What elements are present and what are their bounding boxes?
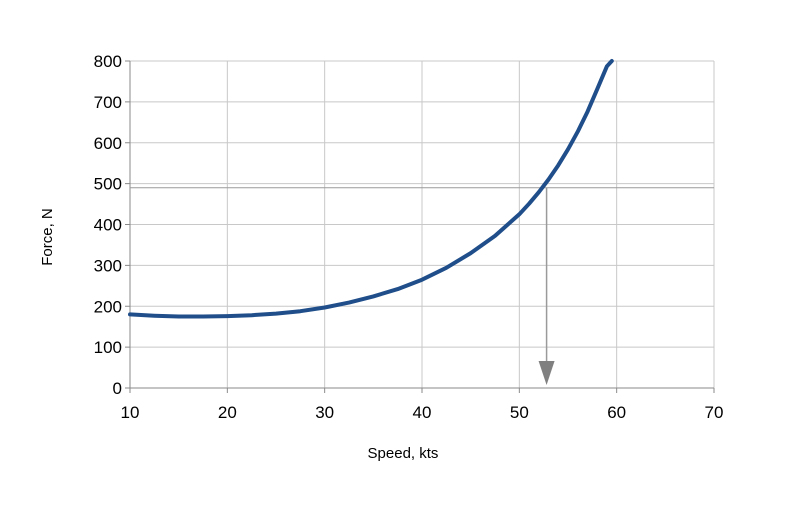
y-tick-label: 300 — [94, 256, 122, 275]
y-tick-label: 700 — [94, 93, 122, 112]
x-tick-label: 10 — [121, 403, 140, 422]
down-arrow-icon — [538, 361, 555, 385]
tick-labels: 0 100 200 300 400 500 600 700 800 10 20 30 40 50 60 70 — [94, 52, 724, 422]
axes — [125, 60, 715, 393]
y-tick-label: 800 — [94, 52, 122, 71]
y-tick-label: 500 — [94, 175, 122, 194]
x-tick-label: 50 — [510, 403, 529, 422]
x-tick-label: 70 — [705, 403, 724, 422]
series-line — [128, 59, 614, 319]
grid-lines — [130, 60, 715, 388]
x-tick-label: 60 — [607, 403, 626, 422]
y-tick-label: 100 — [94, 338, 122, 357]
x-tick-label: 40 — [413, 403, 432, 422]
y-tick-label: 200 — [94, 297, 122, 316]
x-tick-label: 30 — [315, 403, 334, 422]
x-axis-title: Speed, kts — [368, 445, 439, 462]
y-tick-label: 0 — [113, 379, 122, 398]
annotations — [130, 187, 714, 385]
x-tick-label: 20 — [218, 403, 237, 422]
y-tick-label: 400 — [94, 216, 122, 235]
y-tick-label: 600 — [94, 134, 122, 153]
data-series — [128, 59, 614, 319]
y-axis-title: Force, N — [39, 208, 56, 266]
